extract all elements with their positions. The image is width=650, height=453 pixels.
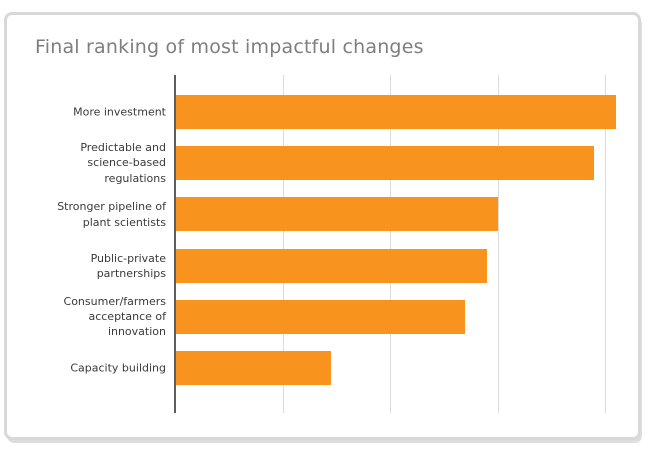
bar [176,197,498,232]
category-label: Stronger pipeline of plant scientists [57,200,166,229]
bar [176,146,595,181]
bar [176,299,466,334]
plot-area [174,75,623,413]
category-label: Consumer/farmers acceptance of innovatio… [63,295,166,339]
bar [176,95,616,129]
x-gridline [497,75,499,413]
category-label: More investment [73,105,166,119]
category-label: Public-private partnerships [90,251,166,280]
category-label: Capacity building [70,361,166,375]
bar [176,351,332,385]
bar [176,248,487,283]
x-gridline [390,75,392,413]
category-label: Predictable and science-based regulation… [80,141,166,185]
chart-title: Final ranking of most impactful changes [35,36,424,58]
chart-card: Final ranking of most impactful changes … [4,12,641,440]
x-gridline [283,75,285,413]
x-gridline [604,75,606,413]
